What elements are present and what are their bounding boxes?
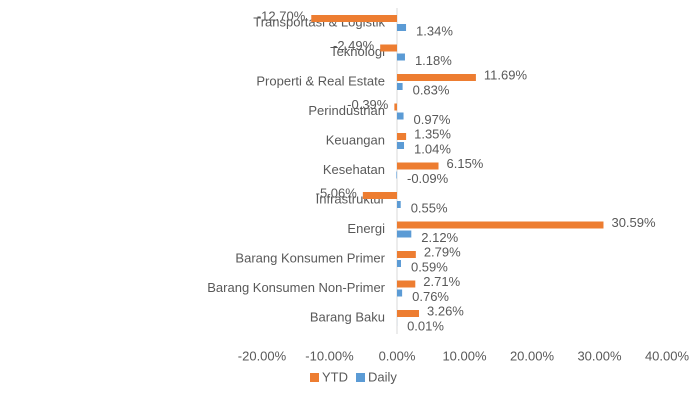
data-label: 0.97%: [414, 112, 451, 127]
y-tick-label: Barang Baku: [310, 309, 385, 324]
x-tick-label: 0.00%: [379, 348, 416, 363]
bar: [397, 251, 416, 258]
bar: [397, 162, 439, 170]
y-tick-label: Properti & Real Estate: [256, 73, 385, 88]
legend-swatch: [310, 373, 319, 382]
bar: [397, 142, 405, 149]
data-label: 0.55%: [411, 200, 448, 215]
bar: [397, 74, 476, 81]
x-tick-label: 20.00%: [510, 348, 555, 363]
bar: [396, 171, 397, 179]
bar: [311, 15, 397, 22]
bar: [394, 103, 397, 111]
bar: [362, 192, 397, 199]
data-label: -5.06%: [316, 185, 358, 200]
legend-label: Daily: [368, 369, 397, 384]
bar: [397, 53, 405, 61]
data-label: -0.39%: [347, 97, 389, 112]
y-tick-label: Perindustrian: [308, 103, 385, 118]
y-tick-label: Kesehatan: [323, 162, 385, 177]
data-label: 1.35%: [414, 126, 451, 141]
x-tick-label: 40.00%: [645, 348, 690, 363]
bar: [397, 112, 404, 120]
data-label: 0.83%: [413, 82, 450, 97]
data-label: 0.01%: [407, 318, 444, 333]
y-tick-label: Keuangan: [326, 132, 385, 147]
x-tick-label: 10.00%: [442, 348, 487, 363]
data-label: 1.18%: [415, 53, 452, 68]
bar: [397, 221, 604, 229]
x-tick-label: -20.00%: [238, 348, 287, 363]
data-label: -12.70%: [257, 8, 306, 23]
bar: [397, 24, 407, 31]
bar: [397, 280, 416, 288]
y-tick-label: Barang Konsumen Primer: [235, 250, 385, 265]
data-label: 1.34%: [416, 23, 453, 38]
bar: [397, 260, 401, 267]
data-label: 2.71%: [423, 274, 460, 289]
y-tick-label: Barang Konsumen Non-Primer: [207, 280, 385, 295]
x-tick-label: -10.00%: [305, 348, 354, 363]
data-label: 1.04%: [414, 141, 451, 156]
bar: [397, 230, 412, 238]
y-tick-label: Teknologi: [330, 44, 385, 59]
data-label: 6.15%: [447, 156, 484, 171]
data-label: 0.59%: [411, 259, 448, 274]
data-label: -2.49%: [333, 38, 375, 53]
bar: [397, 133, 407, 140]
bar: [380, 44, 397, 52]
data-label: 30.59%: [611, 215, 656, 230]
bar: [397, 310, 420, 317]
bar: [397, 201, 401, 208]
data-label: 11.69%: [484, 67, 528, 82]
y-tick-label: Energi: [347, 221, 385, 236]
bar: [397, 289, 403, 297]
x-tick-label: 30.00%: [577, 348, 622, 363]
data-label: 0.76%: [412, 289, 449, 304]
data-label: 3.26%: [427, 303, 464, 318]
data-label: -0.09%: [407, 171, 449, 186]
legend-swatch: [356, 373, 365, 382]
legend-label: YTD: [322, 369, 348, 384]
data-label: 2.79%: [424, 244, 461, 259]
bar: [397, 83, 403, 90]
data-label: 2.12%: [421, 230, 458, 245]
